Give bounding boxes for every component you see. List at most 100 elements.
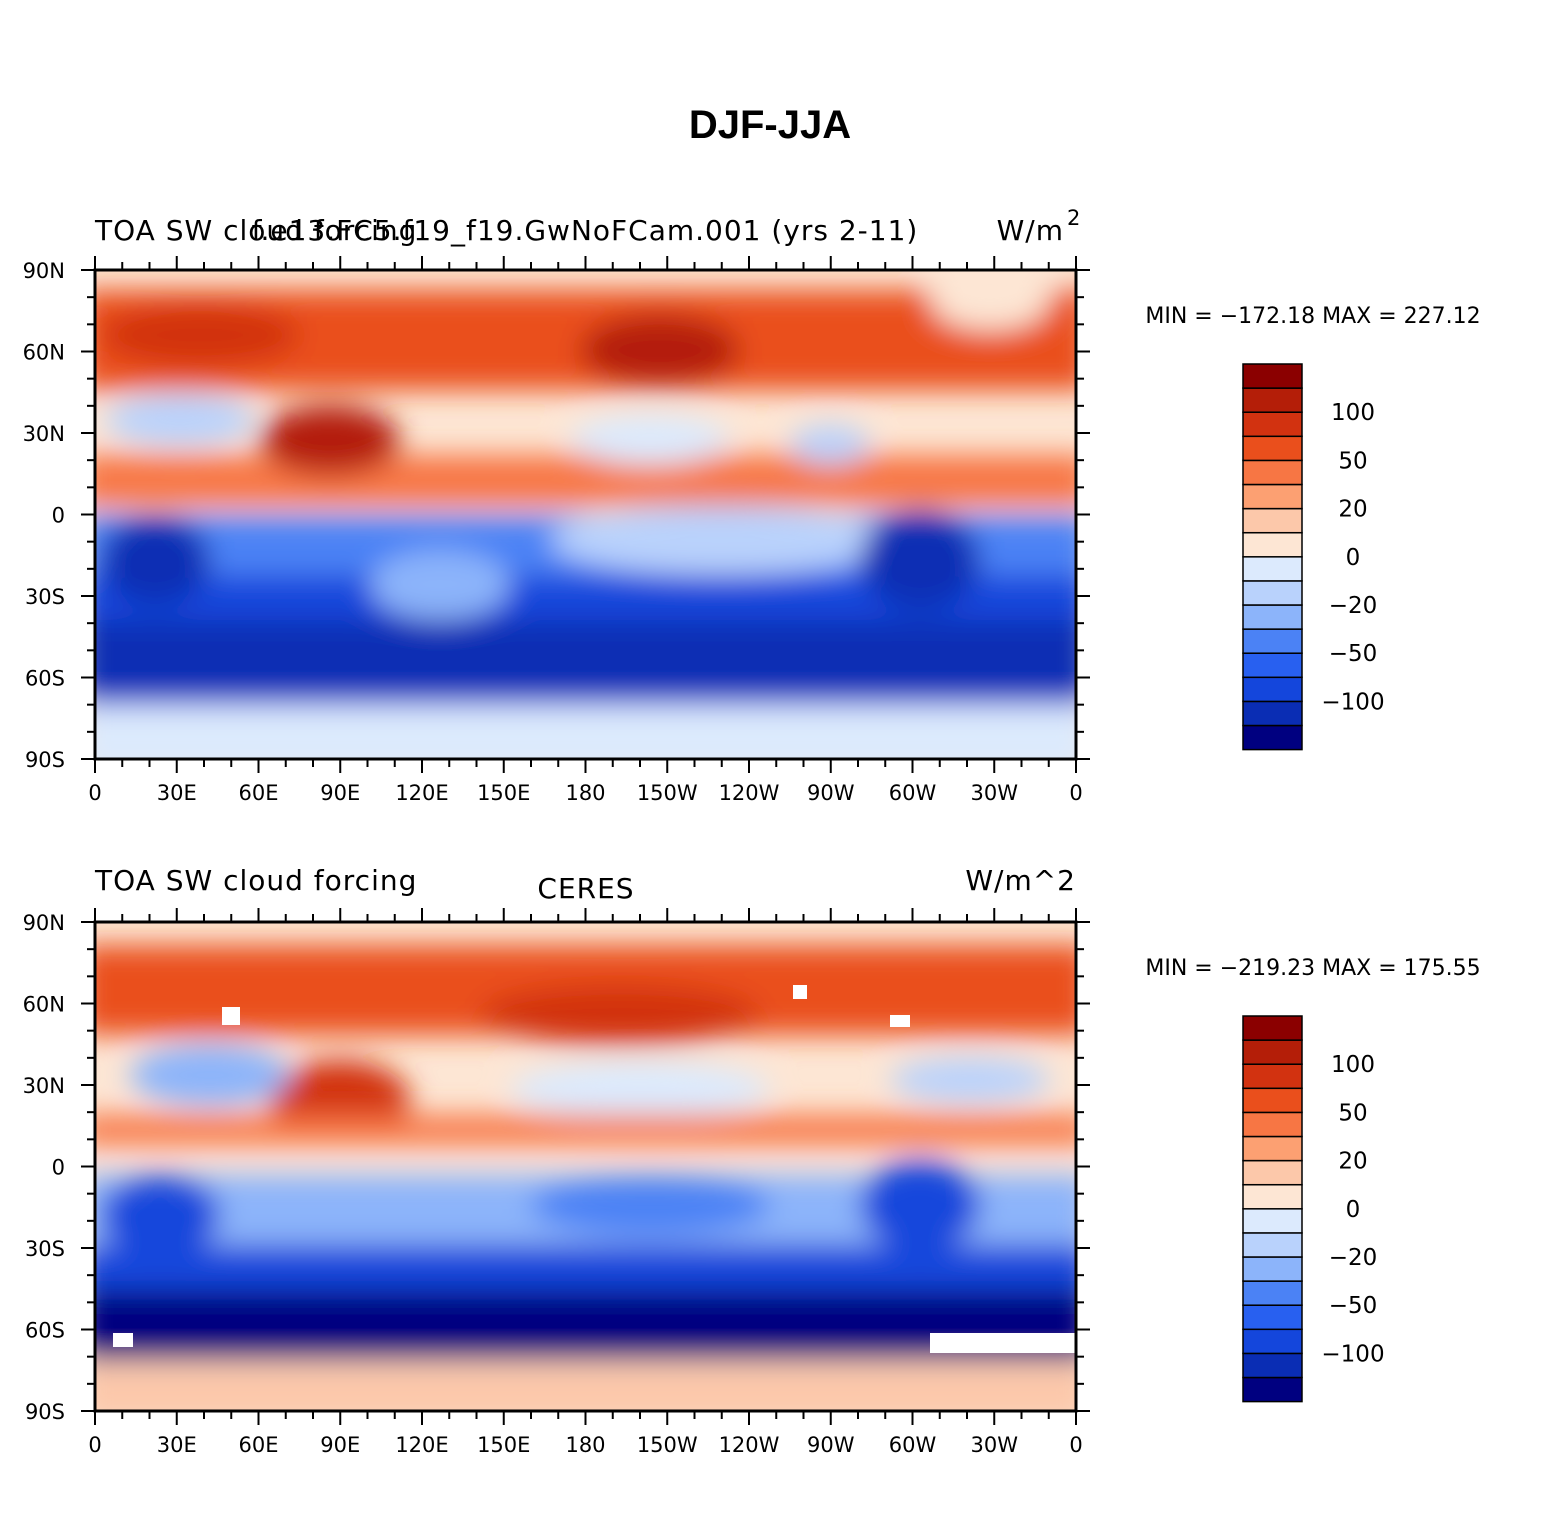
- x-tick-label: 30W: [971, 781, 1019, 805]
- y-tick-label: 0: [52, 1156, 65, 1180]
- p1-region-se-pacific: [550, 505, 890, 575]
- y-tick-label: 90S: [25, 1400, 65, 1424]
- x-tick-label: 90W: [807, 1433, 855, 1457]
- p1-region-south-africa: [100, 515, 210, 605]
- colorbar-swatch: [1242, 652, 1303, 679]
- colorbar-label: 100: [1331, 400, 1375, 426]
- p2-region-subtropical-pacific: [510, 1062, 770, 1118]
- colorbar-label: 0: [1346, 545, 1361, 571]
- colorbar-swatch: [1242, 676, 1303, 703]
- x-tick-label: 90E: [320, 781, 360, 805]
- p2-region-north-tropics: [95, 1115, 1076, 1145]
- p1-region-asia: [260, 405, 400, 475]
- colorbar-swatch: [1242, 1376, 1303, 1403]
- colorbar-swatch: [1242, 1063, 1303, 1090]
- panel2-axes: 0 30E 60E 90E 120E 150E 180 150W 120W 90W 60W 30W 09…: [23, 908, 1090, 1457]
- x-tick-label: 120W: [719, 1433, 780, 1457]
- panel1-center-label: f.e13.FC5.f19_f19.GwNoFCam.001 (yrs 2-11…: [252, 214, 919, 247]
- y-tick-label: 60S: [25, 1319, 65, 1343]
- colorbar-swatch: [1242, 483, 1303, 510]
- colorbar-swatch: [1242, 1159, 1303, 1186]
- x-tick-label: 180: [565, 1433, 605, 1457]
- panel-observed: TOA SW cloud forcing CERES W/m^2: [23, 864, 1481, 1457]
- panel1-map: [95, 270, 1076, 759]
- p2-missing-1: [930, 1333, 1076, 1353]
- colorbar-swatch: [1242, 1087, 1303, 1114]
- p2-region-atlantic: [890, 1058, 1050, 1102]
- p2-region-antarctica: [95, 1362, 1076, 1411]
- y-tick-label: 30S: [25, 1237, 65, 1261]
- p2-missing-2: [113, 1333, 133, 1347]
- colorbar-label: −50: [1329, 1293, 1378, 1319]
- colorbar-swatch: [1242, 604, 1303, 630]
- y-tick-label: 30S: [25, 585, 65, 609]
- colorbar-swatch: [1242, 1135, 1303, 1162]
- p2-region-south-africa: [100, 1175, 220, 1255]
- x-tick-label: 0: [88, 1433, 101, 1457]
- p1-region-australia: [370, 550, 510, 620]
- colorbar-label: 20: [1338, 1149, 1367, 1175]
- x-tick-label: 150W: [637, 1433, 698, 1457]
- colorbar-swatch: [1242, 1304, 1303, 1331]
- colorbar-swatch: [1242, 1232, 1303, 1258]
- x-tick-label: 150E: [477, 1433, 530, 1457]
- p2-missing-5: [793, 985, 807, 999]
- figure-title: DJF-JJA: [689, 103, 851, 147]
- p1-region-greenland: [930, 270, 1050, 330]
- colorbar-swatch: [1242, 531, 1303, 558]
- colorbar-swatch: [1242, 556, 1303, 582]
- y-tick-label: 90N: [23, 911, 65, 935]
- panel2-stats: MIN = −219.23 MAX = 175.55: [1145, 956, 1480, 981]
- panel-model: TOA SW cloud forcing f.e13.FC5.f19_f19.G…: [23, 206, 1481, 805]
- colorbar-swatch: [1242, 1015, 1303, 1041]
- colorbar-swatch: [1242, 387, 1303, 413]
- panel1-left-label: TOA SW cloud forcing: [94, 214, 417, 247]
- colorbar-swatch: [1242, 1256, 1303, 1282]
- p1-region-subtropical-pacific: [570, 415, 730, 465]
- x-tick-label: 90W: [807, 781, 855, 805]
- colorbar-swatch: [1242, 580, 1303, 606]
- x-tick-label: 60E: [239, 781, 279, 805]
- colorbar-swatch: [1242, 628, 1303, 654]
- colorbar-swatch: [1242, 1328, 1303, 1355]
- p1-region-gulf: [790, 425, 870, 465]
- y-tick-label: 90N: [23, 259, 65, 283]
- colorbar-label: 100: [1331, 1052, 1375, 1078]
- panel1-units-superscript: 2: [1067, 206, 1080, 230]
- x-tick-label: 60W: [889, 781, 937, 805]
- panel2-colorbar: 100 50 20 0 −20 −50 −100: [1242, 1015, 1385, 1403]
- x-tick-label: 0: [88, 781, 101, 805]
- y-tick-label: 30N: [23, 1074, 65, 1098]
- colorbar-swatch: [1242, 700, 1303, 727]
- y-tick-label: 60N: [23, 341, 65, 365]
- p2-region-southern-core: [95, 1290, 1076, 1360]
- colorbar-label: 20: [1338, 497, 1367, 523]
- p1-region-southern-core: [95, 620, 1076, 695]
- colorbar-swatch: [1242, 459, 1303, 486]
- panel1-units: W/m: [997, 214, 1064, 247]
- x-tick-label: 120E: [395, 1433, 448, 1457]
- colorbar-label: −100: [1321, 689, 1384, 715]
- p2-region-south-pacific: [530, 1175, 770, 1235]
- x-tick-label: 120W: [719, 781, 780, 805]
- colorbar-swatch: [1242, 435, 1303, 462]
- x-tick-label: 120E: [395, 781, 448, 805]
- y-tick-label: 0: [52, 504, 65, 528]
- p2-missing-4: [890, 1015, 910, 1027]
- x-tick-label: 60W: [889, 1433, 937, 1457]
- colorbar-swatch: [1242, 1111, 1303, 1138]
- p1-region-antarctica: [95, 705, 1076, 759]
- p1-region-north-tropics: [95, 455, 1076, 505]
- x-tick-label: 30E: [157, 1433, 197, 1457]
- x-tick-label: 0: [1069, 1433, 1082, 1457]
- colorbar-label: −20: [1329, 1245, 1378, 1271]
- colorbar-swatch: [1242, 724, 1303, 751]
- p1-region-north-pacific: [580, 315, 740, 385]
- p2-region-south-america: [860, 1160, 980, 1250]
- colorbar-label: −20: [1329, 593, 1378, 619]
- p2-region-sahara: [130, 1045, 290, 1105]
- panel1-colorbar: 100 50 20 0 −20 −50 −100: [1242, 363, 1385, 751]
- p1-region-europe: [100, 305, 300, 365]
- colorbar-swatch: [1242, 1039, 1303, 1065]
